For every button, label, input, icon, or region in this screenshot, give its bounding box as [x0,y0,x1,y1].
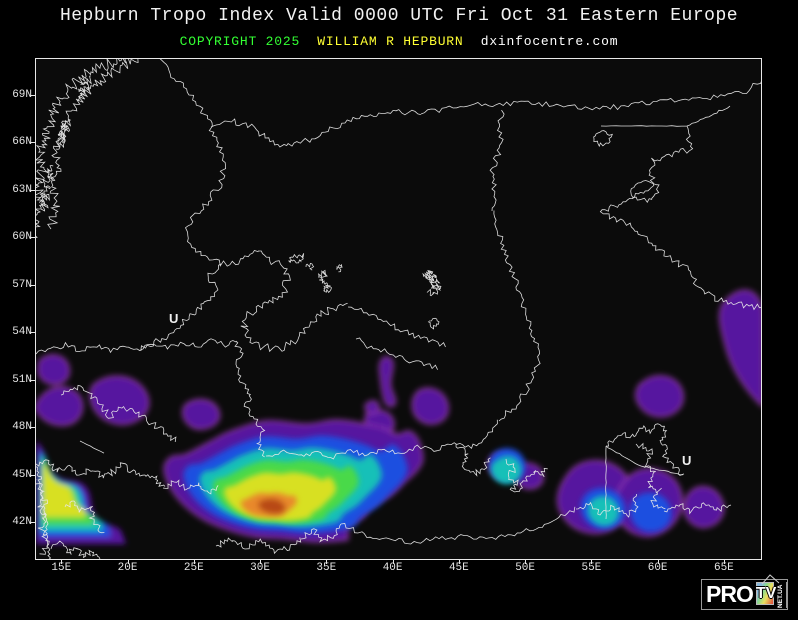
svg-text:U: U [169,311,178,326]
svg-text:U: U [682,453,691,468]
